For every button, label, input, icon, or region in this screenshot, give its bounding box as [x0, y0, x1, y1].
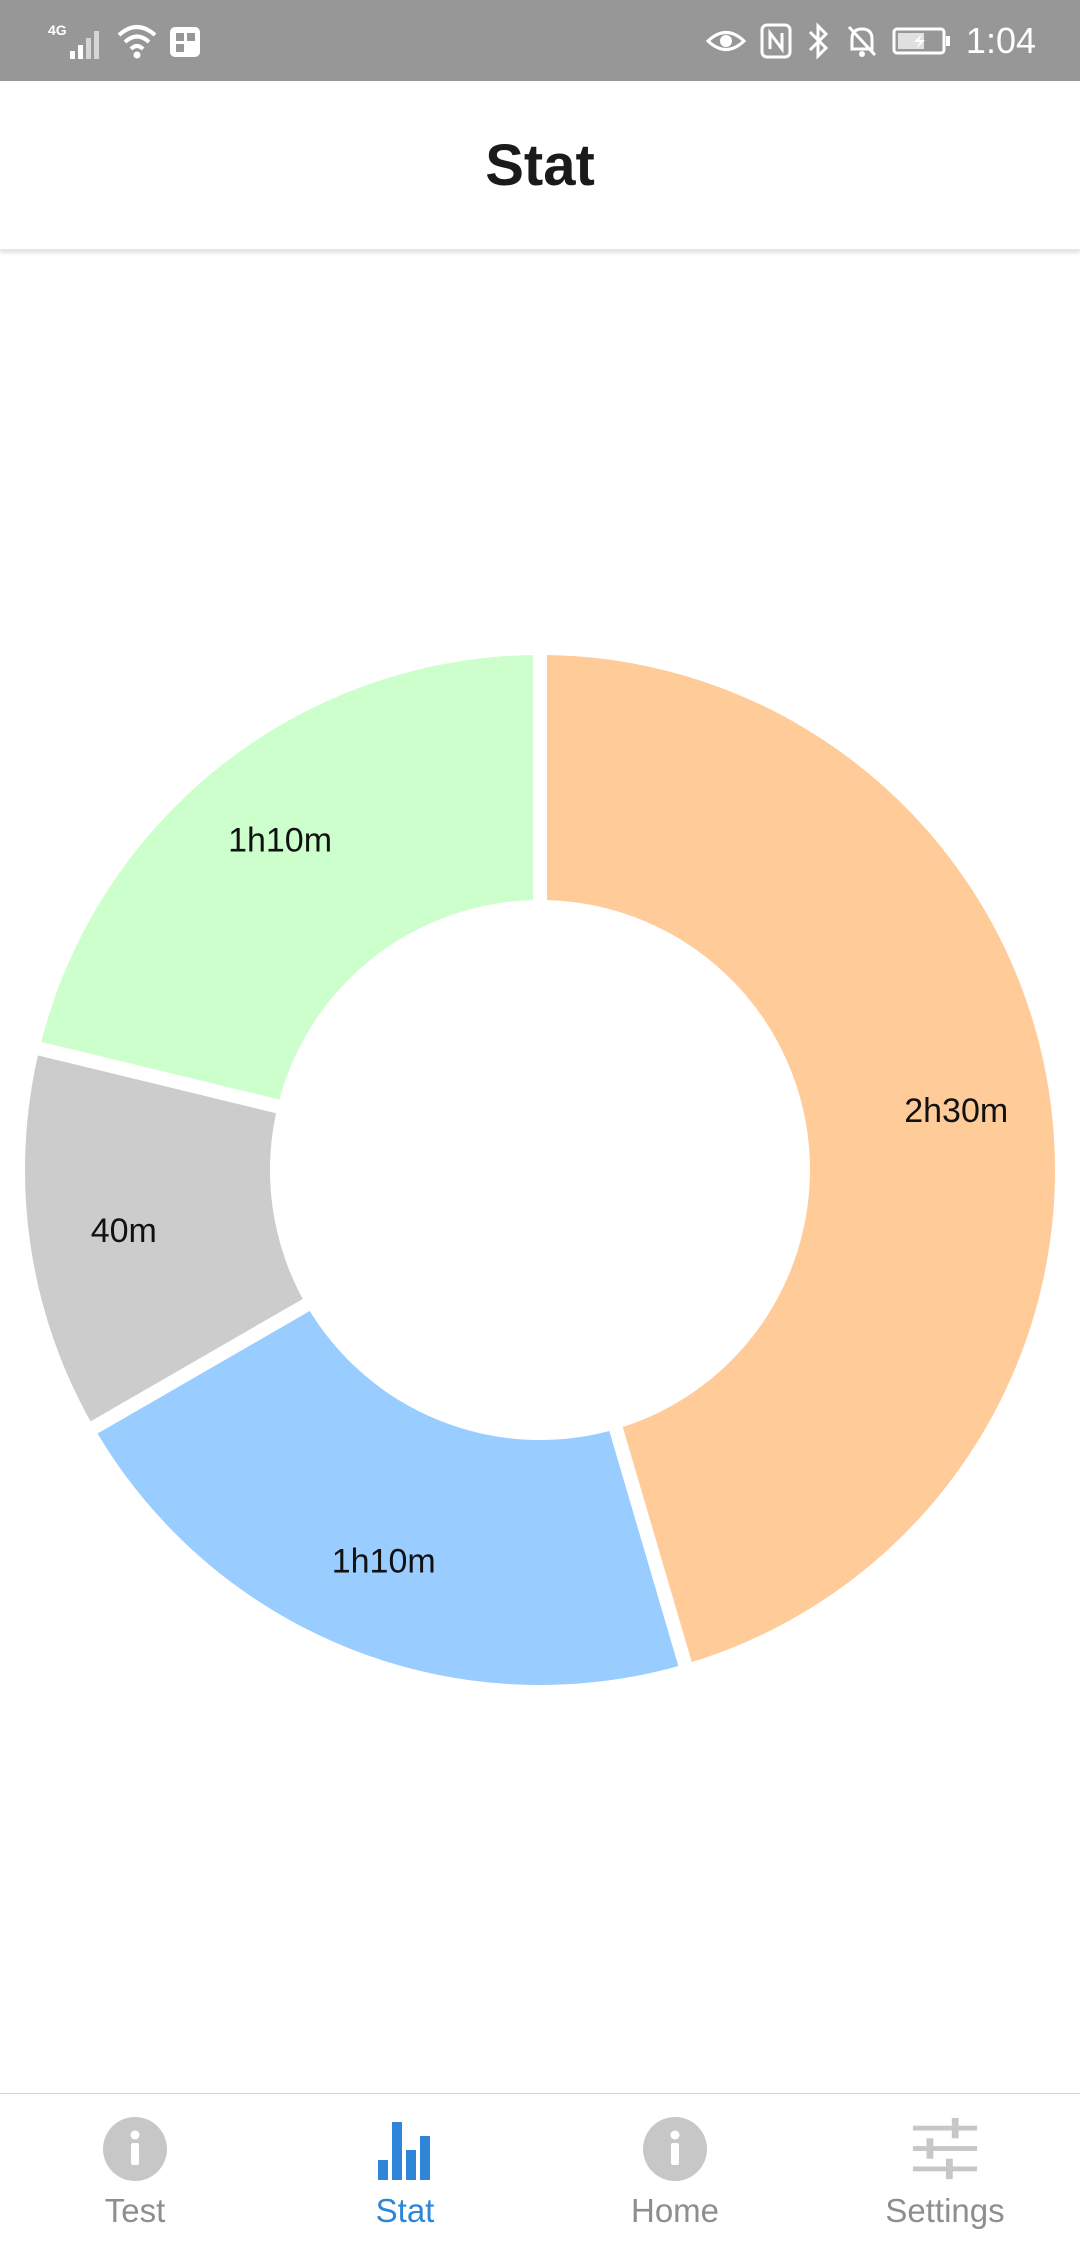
slice-label-2: 40m: [91, 1212, 157, 1250]
bottom-tab-bar: Test Stat Home: [0, 2093, 1080, 2241]
tab-settings[interactable]: Settings: [810, 2094, 1080, 2241]
battery-charging-icon: [892, 27, 950, 55]
network-type-label: 4G: [48, 22, 67, 38]
signal-icon: 4G: [48, 22, 99, 59]
chart-area: 2h30m 1h10m 40m 1h10m: [0, 250, 1080, 2093]
tab-label-settings: Settings: [885, 2192, 1005, 2229]
info-icon: [101, 2115, 169, 2183]
bluetooth-icon: [808, 22, 829, 60]
status-right-group: 1:04: [705, 16, 1036, 66]
tab-label-home: Home: [630, 2192, 720, 2229]
donut-slice-0[interactable]: [540, 655, 1056, 1665]
slice-label-3: 1h10m: [228, 821, 332, 859]
donut-slice-3[interactable]: [39, 655, 541, 1107]
nfc-icon: [760, 23, 792, 59]
info-icon: [641, 2115, 709, 2183]
slice-label-0: 2h30m: [904, 1092, 1008, 1130]
page-title: Stat: [485, 132, 595, 198]
status-bar: 4G: [0, 0, 1080, 81]
status-left-group: 4G: [48, 16, 202, 66]
slice-label-1: 1h10m: [332, 1542, 436, 1580]
tab-stat[interactable]: Stat: [270, 2094, 540, 2241]
tab-test[interactable]: Test: [0, 2094, 270, 2241]
app-header: Stat: [0, 81, 1080, 250]
eye-icon: [705, 31, 746, 51]
slice-separator: [607, 1422, 694, 1671]
tab-home[interactable]: Home: [540, 2094, 810, 2241]
donut-slice-2[interactable]: [25, 1048, 307, 1428]
tab-label-stat: Stat: [375, 2192, 435, 2229]
donut-chart: 2h30m 1h10m 40m 1h10m: [25, 650, 1056, 1685]
bar-chart-icon: [371, 2115, 439, 2183]
sliders-icon: [911, 2115, 979, 2183]
tab-label-test: Test: [104, 2192, 166, 2229]
slice-separator: [86, 1296, 315, 1437]
donut-slice-1[interactable]: [93, 1305, 686, 1685]
app-notification-icon: [170, 27, 200, 57]
status-time: 1:04: [965, 20, 1036, 61]
mute-icon: [847, 25, 877, 57]
wifi-icon: [117, 25, 157, 59]
slice-separator: [33, 1040, 285, 1115]
